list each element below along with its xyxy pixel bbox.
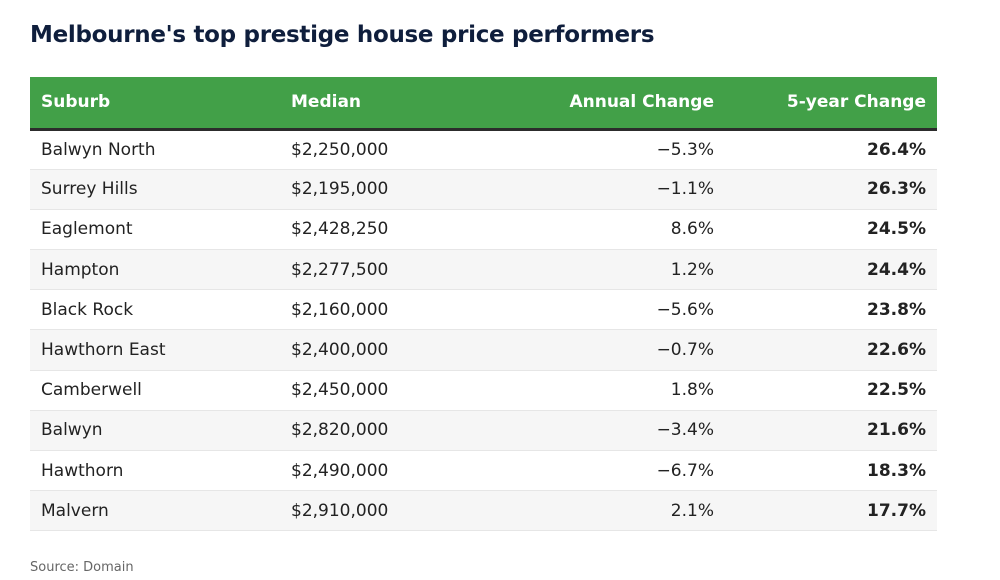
median-cell: $2,428,250: [280, 209, 470, 251]
five-year-change-cell: 26.4%: [725, 129, 937, 170]
table-row: Balwyn North $2,250,000 −5.3% 26.4%: [30, 129, 937, 170]
suburb-cell: Balwyn: [30, 410, 280, 452]
table-row: Hampton $2,277,500 1.2% 24.4%: [30, 249, 937, 291]
five-year-change-cell: 22.6%: [725, 329, 937, 371]
suburb-cell: Black Rock: [30, 289, 280, 331]
suburb-cell: Eaglemont: [30, 209, 280, 251]
suburb-cell: Surrey Hills: [30, 169, 280, 210]
table-header: Suburb Median Annual Change 5-year Chang…: [30, 77, 937, 131]
column-header-suburb: Suburb: [30, 77, 280, 131]
five-year-change-cell: 18.3%: [725, 450, 937, 492]
median-cell: $2,277,500: [280, 249, 470, 291]
five-year-change-cell: 21.6%: [725, 410, 937, 452]
column-header-5-year-change: 5-year Change: [725, 77, 937, 131]
annual-change-cell: −6.7%: [470, 450, 725, 492]
table-body: Balwyn North $2,250,000 −5.3% 26.4% Surrey H…: [30, 129, 937, 532]
five-year-change-cell: 22.5%: [725, 370, 937, 411]
annual-change-cell: −1.1%: [470, 169, 725, 210]
median-cell: $2,450,000: [280, 370, 470, 411]
annual-change-cell: 1.8%: [470, 370, 725, 411]
annual-change-cell: 2.1%: [470, 490, 725, 532]
chart-title: Melbourne's top prestige house price per…: [30, 22, 655, 48]
header-row: Suburb Median Annual Change 5-year Chang…: [30, 77, 937, 131]
median-cell: $2,160,000: [280, 289, 470, 331]
five-year-change-cell: 23.8%: [725, 289, 937, 331]
median-cell: $2,195,000: [280, 169, 470, 210]
median-cell: $2,400,000: [280, 329, 470, 371]
table-row: Eaglemont $2,428,250 8.6% 24.5%: [30, 209, 937, 251]
median-cell: $2,820,000: [280, 410, 470, 452]
median-cell: $2,490,000: [280, 450, 470, 492]
annual-change-cell: −0.7%: [470, 329, 725, 371]
annual-change-cell: −3.4%: [470, 410, 725, 452]
suburb-cell: Camberwell: [30, 370, 280, 411]
suburb-cell: Hawthorn East: [30, 329, 280, 371]
suburb-cell: Malvern: [30, 490, 280, 532]
column-header-median: Median: [280, 77, 470, 131]
data-table: Suburb Median Annual Change 5-year Chang…: [30, 77, 937, 532]
annual-change-cell: −5.3%: [470, 129, 725, 170]
table-row: Balwyn $2,820,000 −3.4% 21.6%: [30, 410, 937, 452]
annual-change-cell: 1.2%: [470, 249, 725, 291]
column-header-annual-change: Annual Change: [470, 77, 725, 131]
median-cell: $2,910,000: [280, 490, 470, 532]
table-row: Black Rock $2,160,000 −5.6% 23.8%: [30, 289, 937, 331]
suburb-cell: Hampton: [30, 249, 280, 291]
five-year-change-cell: 17.7%: [725, 490, 937, 532]
five-year-change-cell: 26.3%: [725, 169, 937, 210]
annual-change-cell: 8.6%: [470, 209, 725, 251]
table-row: Hawthorn East $2,400,000 −0.7% 22.6%: [30, 329, 937, 371]
annual-change-cell: −5.6%: [470, 289, 725, 331]
table-row: Hawthorn $2,490,000 −6.7% 18.3%: [30, 450, 937, 492]
table-row: Malvern $2,910,000 2.1% 17.7%: [30, 490, 937, 532]
five-year-change-cell: 24.5%: [725, 209, 937, 251]
median-cell: $2,250,000: [280, 129, 470, 170]
suburb-cell: Balwyn North: [30, 129, 280, 170]
suburb-cell: Hawthorn: [30, 450, 280, 492]
five-year-change-cell: 24.4%: [725, 249, 937, 291]
source-note: Source: Domain: [30, 560, 134, 575]
table-row: Camberwell $2,450,000 1.8% 22.5%: [30, 370, 937, 411]
table-row: Surrey Hills $2,195,000 −1.1% 26.3%: [30, 169, 937, 210]
